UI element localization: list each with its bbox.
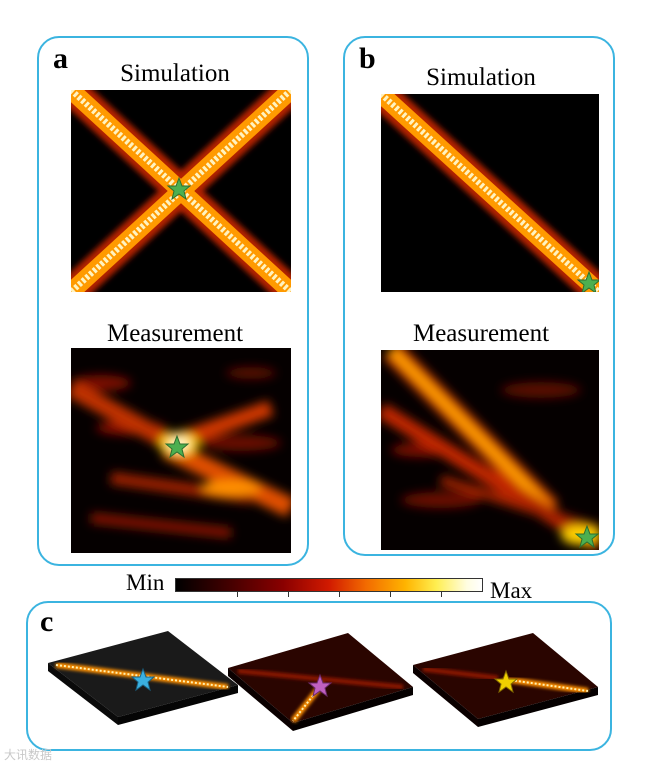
source-star-icon [166,176,192,201]
panel-b: b Simulation Measurement [343,36,615,556]
source-star-icon [164,434,190,459]
panel-b-letter: b [359,42,376,75]
colorbar-min-label: Min [126,570,165,595]
colorbar-max-label: Max [490,578,533,603]
colorbar-tick [339,592,340,597]
panel-b-measurement-map [381,350,599,550]
source-star-icon [307,673,333,698]
source-star-icon [574,524,599,549]
slab-2 [228,633,413,731]
slab-3 [413,633,598,727]
panel-b-simulation-map [381,94,599,292]
panel-b-simulation-title: Simulation [426,64,536,91]
colorbar-tick [390,592,391,597]
panel-c-letter: c [40,605,54,638]
panel-c-3d-maps [48,631,598,731]
source-star-icon [130,667,156,692]
panel-a: a Simulation Measurement [37,36,309,566]
watermark: 大讯数据 [4,748,53,762]
slab-1 [48,631,238,725]
panel-a-simulation-map [71,90,291,292]
panel-a-measurement-title: Measurement [106,320,244,347]
source-star-icon [576,270,599,292]
colorbar-tick [441,592,442,597]
colorbar [175,578,483,592]
panel-c: c [26,601,612,751]
colorbar-tick [237,592,238,597]
panel-b-measurement-title: Measurement [412,320,550,347]
colorbar-tick [288,592,289,597]
panel-a-simulation-title: Simulation [120,60,230,87]
panel-a-measurement-map [71,348,291,553]
source-star-icon [493,669,519,694]
panel-a-letter: a [53,42,68,75]
